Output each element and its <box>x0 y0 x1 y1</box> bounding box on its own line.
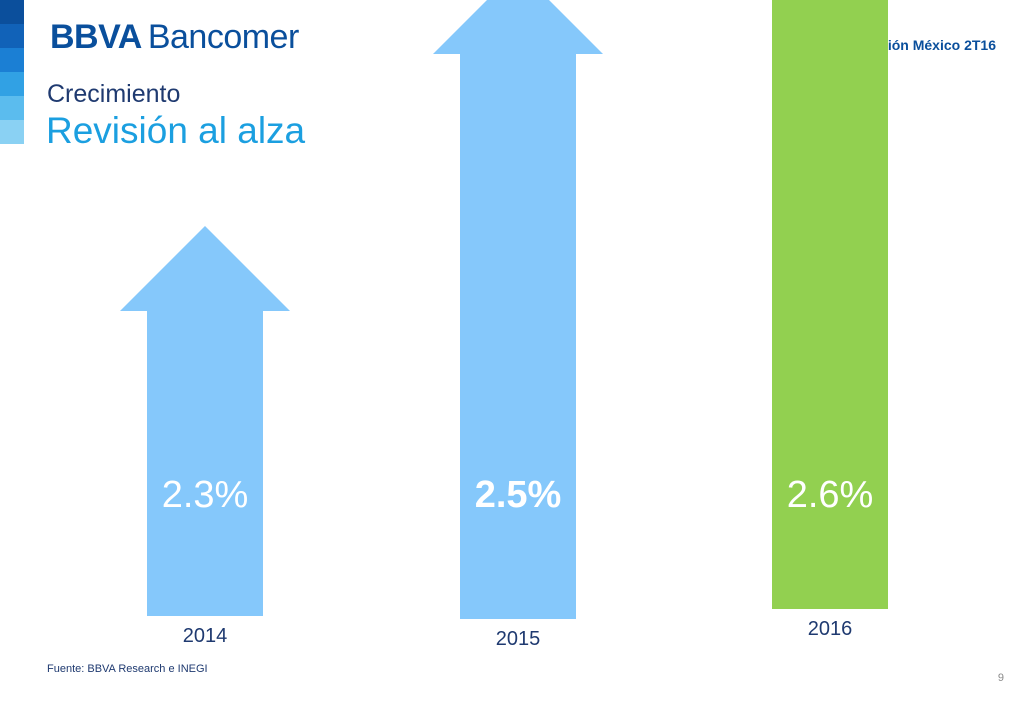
logo-bancomer: Bancomer <box>147 18 299 56</box>
section-kicker: Crecimiento <box>47 80 181 108</box>
side-color-stripes <box>0 0 24 144</box>
side-stripe <box>0 0 24 24</box>
bbva-bancomer-logo: BBVA Bancomer <box>50 18 299 57</box>
side-stripe <box>0 96 24 120</box>
growth-arrow-2016 <box>772 0 888 609</box>
growth-arrow-2015 <box>433 0 603 619</box>
side-stripe <box>0 72 24 96</box>
value-label: 2.5% <box>475 474 562 516</box>
growth-arrow-2014 <box>120 226 290 616</box>
year-label: 2014 <box>183 625 228 647</box>
side-stripe <box>0 24 24 48</box>
source-note: Fuente: BBVA Research e INEGI <box>47 663 208 675</box>
logo-bbva: BBVA <box>50 18 142 56</box>
year-label: 2016 <box>808 618 853 640</box>
year-label: 2015 <box>496 628 541 650</box>
value-label: 2.3% <box>162 474 249 516</box>
page-number: 9 <box>997 672 1004 684</box>
side-stripe <box>0 48 24 72</box>
value-label: 2.6% <box>787 474 874 516</box>
slide-title: Revisión al alza <box>46 110 306 151</box>
side-stripe <box>0 120 24 144</box>
